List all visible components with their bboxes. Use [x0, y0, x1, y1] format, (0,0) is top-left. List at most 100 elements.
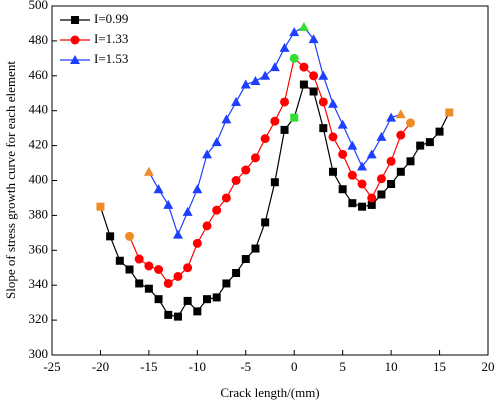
- data-point: [376, 131, 387, 141]
- y-tick-label: 380: [29, 206, 49, 221]
- data-point: [154, 295, 163, 304]
- x-tick-label: 0: [291, 359, 298, 374]
- data-point: [319, 124, 328, 133]
- data-point: [279, 42, 290, 52]
- data-point: [309, 87, 318, 96]
- data-point: [193, 307, 202, 316]
- data-point: [318, 70, 329, 80]
- data-point: [125, 231, 135, 241]
- data-point: [240, 79, 251, 89]
- data-point: [231, 176, 241, 185]
- x-tick-label: 15: [433, 359, 446, 374]
- data-point: [144, 261, 154, 271]
- data-point: [106, 232, 115, 241]
- data-point: [308, 34, 319, 44]
- data-point: [173, 312, 182, 321]
- x-tick-label: -25: [43, 359, 60, 374]
- data-point: [250, 153, 260, 163]
- data-point: [203, 295, 212, 304]
- data-point: [192, 238, 202, 248]
- data-point: [309, 71, 319, 81]
- data-point: [231, 96, 242, 106]
- y-tick-label: 500: [29, 0, 49, 12]
- legend-marker: [71, 16, 79, 24]
- data-point: [192, 184, 203, 194]
- y-axis-label: Slope of stress growth curve for each el…: [3, 61, 18, 299]
- data-point: [327, 98, 338, 108]
- data-point: [366, 149, 377, 159]
- data-point: [416, 141, 425, 150]
- data-point: [211, 137, 222, 147]
- data-point: [143, 166, 154, 176]
- data-point: [377, 190, 386, 199]
- data-point: [298, 21, 309, 31]
- legend-label: I=1.53: [94, 51, 128, 66]
- data-point: [134, 254, 144, 264]
- data-point: [270, 116, 280, 126]
- data-point: [221, 114, 232, 124]
- data-point: [241, 165, 251, 175]
- data-point: [144, 284, 153, 293]
- data-point: [183, 263, 193, 273]
- data-point: [357, 179, 367, 189]
- y-tick-label: 340: [29, 276, 49, 291]
- data-point: [182, 206, 193, 216]
- data-point: [387, 179, 396, 188]
- data-point: [163, 278, 173, 288]
- data-point: [289, 53, 299, 63]
- y-tick-label: 320: [29, 311, 49, 326]
- data-point: [435, 127, 444, 136]
- data-point: [250, 76, 261, 86]
- data-point: [269, 62, 280, 72]
- y-tick-label: 420: [29, 137, 49, 152]
- x-tick-label: -10: [189, 359, 206, 374]
- y-tick-label: 300: [29, 346, 49, 361]
- data-point: [405, 118, 415, 128]
- data-point: [396, 130, 406, 140]
- legend-marker: [70, 55, 80, 64]
- data-point: [328, 132, 338, 142]
- legend-label: I=0.99: [94, 11, 128, 26]
- data-point: [318, 97, 328, 107]
- data-point: [376, 174, 386, 184]
- data-point: [115, 256, 124, 265]
- data-point: [96, 202, 105, 211]
- series-line: [128, 57, 411, 285]
- data-point: [270, 178, 279, 187]
- y-tick-label: 440: [29, 102, 49, 117]
- data-point: [251, 244, 260, 253]
- data-point: [289, 27, 300, 37]
- data-point: [367, 200, 376, 209]
- data-point: [386, 156, 396, 166]
- data-point: [299, 62, 309, 72]
- y-tick-label: 480: [29, 32, 49, 47]
- data-point: [280, 97, 290, 107]
- data-point: [395, 109, 406, 119]
- x-tick-label: 20: [482, 359, 495, 374]
- data-point: [135, 279, 144, 288]
- x-tick-label: 5: [339, 359, 346, 374]
- data-point: [164, 310, 173, 319]
- x-tick-label: 10: [385, 359, 398, 374]
- data-point: [163, 199, 174, 209]
- data-point: [172, 229, 183, 239]
- y-tick-label: 360: [29, 241, 49, 256]
- x-tick-label: -5: [240, 359, 251, 374]
- data-point: [338, 185, 347, 194]
- legend-marker: [70, 35, 80, 45]
- data-point: [260, 70, 271, 80]
- data-point: [445, 108, 454, 117]
- data-point: [153, 184, 164, 194]
- x-tick-label: -20: [92, 359, 109, 374]
- data-point: [212, 293, 221, 302]
- data-point: [173, 271, 183, 281]
- data-point: [202, 149, 213, 159]
- data-point: [338, 149, 348, 159]
- data-point: [357, 161, 368, 171]
- data-point: [396, 167, 405, 176]
- data-point: [222, 279, 231, 288]
- data-point: [425, 138, 434, 147]
- y-tick-label: 400: [29, 171, 49, 186]
- data-point: [328, 167, 337, 176]
